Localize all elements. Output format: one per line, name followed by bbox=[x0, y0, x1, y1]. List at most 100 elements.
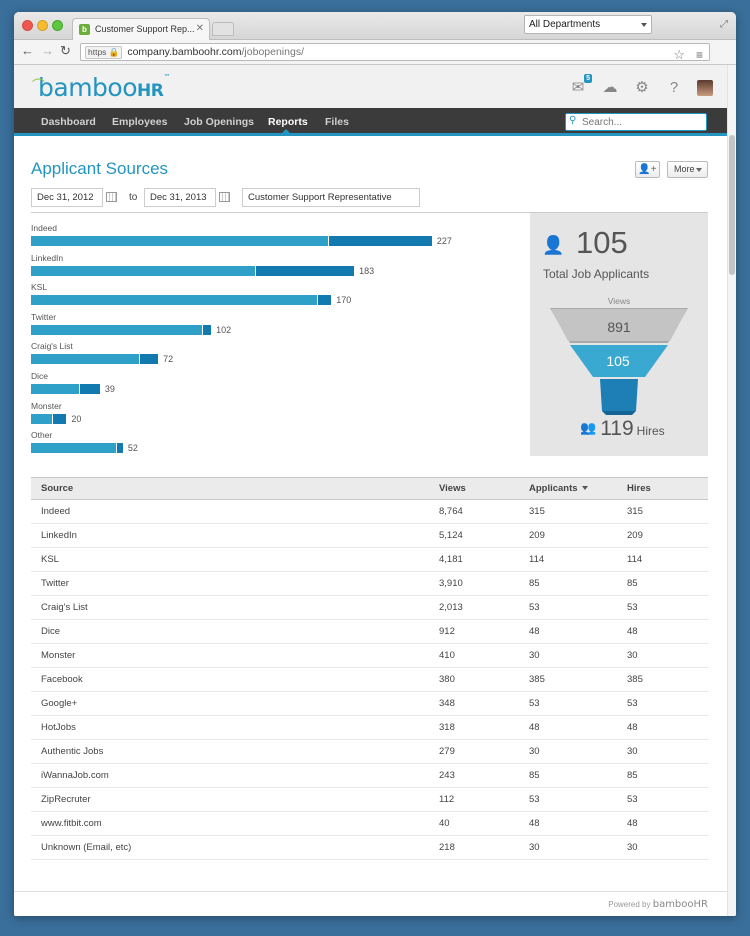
cell-views: 318 bbox=[439, 715, 529, 740]
cell-source: Authentic Jobs bbox=[31, 739, 439, 764]
chart-bar[interactable] bbox=[31, 295, 332, 306]
fullscreen-icon[interactable]: ⤢ bbox=[720, 19, 728, 30]
funnel-views-count: 891 bbox=[607, 319, 631, 335]
cell-source: HotJobs bbox=[31, 715, 439, 740]
help-icon[interactable]: ? bbox=[669, 79, 679, 96]
chart-bar-segment bbox=[52, 413, 67, 424]
new-tab-button[interactable] bbox=[212, 22, 234, 36]
table-row[interactable]: Monster 410 30 30 bbox=[31, 643, 708, 668]
cell-hires: 385 bbox=[627, 667, 708, 692]
department-select[interactable]: All Departments bbox=[524, 15, 652, 34]
cell-hires: 85 bbox=[627, 763, 708, 788]
cell-hires: 315 bbox=[627, 499, 708, 524]
nav-dashboard[interactable]: Dashboard bbox=[41, 116, 96, 128]
logo-swoosh-icon: ⌒ bbox=[32, 79, 45, 94]
cell-source: Facebook bbox=[31, 667, 439, 692]
table-row[interactable]: iWannaJob.com 243 85 85 bbox=[31, 763, 708, 788]
scrollbar-thumb[interactable] bbox=[729, 135, 735, 275]
nav-employees[interactable]: Employees bbox=[112, 116, 168, 128]
cell-views: 2,013 bbox=[439, 595, 529, 620]
cloud-icon[interactable]: ☁ bbox=[602, 79, 618, 96]
cell-hires: 209 bbox=[627, 523, 708, 548]
mail-count-badge: 5 bbox=[584, 74, 592, 83]
date-from-field[interactable]: Dec 31, 2012 bbox=[31, 188, 103, 207]
cell-applicants: 315 bbox=[529, 499, 627, 524]
column-header-applicants[interactable]: Applicants bbox=[529, 477, 627, 500]
table-row[interactable]: Facebook 380 385 385 bbox=[31, 667, 708, 692]
zoom-window-button[interactable] bbox=[52, 20, 63, 31]
chart-bar[interactable] bbox=[31, 324, 212, 335]
chart-category-label: Indeed bbox=[31, 223, 57, 233]
chart-category-label: LinkedIn bbox=[31, 252, 64, 263]
page-title: Applicant Sources bbox=[31, 159, 169, 178]
divider bbox=[31, 212, 708, 213]
minimize-window-button[interactable] bbox=[37, 20, 48, 31]
more-button[interactable]: More bbox=[667, 161, 708, 178]
table-row[interactable]: Twitter 3,910 85 85 bbox=[31, 571, 708, 596]
column-header-source[interactable]: Source bbox=[31, 477, 439, 500]
back-arrow-icon[interactable]: ← bbox=[21, 43, 34, 58]
add-applicant-button[interactable]: 👤+ bbox=[635, 161, 660, 178]
chart-bar[interactable] bbox=[31, 265, 355, 276]
cell-source: LinkedIn bbox=[31, 523, 439, 548]
forward-arrow-icon[interactable]: → bbox=[41, 43, 54, 58]
footer: Powered by bambooHR bbox=[608, 899, 708, 910]
table-row[interactable]: KSL 4,181 114 114 bbox=[31, 547, 708, 572]
chart-bar-segment bbox=[327, 236, 432, 246]
table-row[interactable]: Authentic Jobs 279 30 30 bbox=[31, 739, 708, 764]
https-badge: https 🔒 bbox=[85, 46, 123, 59]
chart-bar[interactable] bbox=[31, 443, 123, 454]
nav-files[interactable]: Files bbox=[325, 116, 349, 128]
total-applicants-count: 105 bbox=[576, 225, 628, 260]
avatar[interactable] bbox=[697, 80, 713, 96]
chart-bar[interactable] bbox=[31, 236, 432, 246]
chart-bar[interactable] bbox=[31, 413, 67, 424]
table-row[interactable]: Indeed 8,764 315 315 bbox=[31, 499, 708, 524]
table-row[interactable]: Unknown (Email, etc) 218 30 30 bbox=[31, 835, 708, 860]
page-scrollbar[interactable] bbox=[727, 65, 736, 916]
cell-source: Indeed bbox=[31, 499, 439, 524]
table-row[interactable]: www.fitbit.com 40 48 48 bbox=[31, 811, 708, 836]
browser-tab[interactable]: b Customer Support Rep... ✕ bbox=[72, 18, 210, 40]
total-applicants-label: Total Job Applicants bbox=[543, 267, 650, 281]
chart-category-label: Craig's List bbox=[31, 341, 73, 352]
gear-icon[interactable]: ⚙ bbox=[635, 79, 649, 96]
column-header-views[interactable]: Views bbox=[439, 477, 529, 500]
cell-views: 40 bbox=[439, 811, 529, 836]
tab-close-icon[interactable]: ✕ bbox=[195, 23, 204, 34]
column-header-hires[interactable]: Hires bbox=[627, 477, 708, 500]
close-window-button[interactable] bbox=[22, 20, 33, 31]
date-to-field[interactable]: Dec 31, 2013 bbox=[144, 188, 216, 207]
table-row[interactable]: LinkedIn 5,124 209 209 bbox=[31, 523, 708, 548]
department-select-value: All Departments bbox=[529, 19, 601, 30]
nav-reports[interactable]: Reports bbox=[268, 116, 308, 128]
views-label: Views bbox=[607, 296, 631, 306]
sources-table: Source Views Applicants Hires Indeed 8,76… bbox=[31, 477, 708, 860]
table-row[interactable]: HotJobs 318 48 48 bbox=[31, 715, 708, 740]
reload-icon[interactable]: ↻ bbox=[60, 43, 71, 58]
funnel-hires-segment bbox=[600, 379, 638, 411]
address-bar[interactable]: https 🔒 company.bamboohr.com/jobopenings… bbox=[80, 43, 710, 62]
table-row[interactable]: ZipRecruter 112 53 53 bbox=[31, 787, 708, 812]
bookmark-star-icon[interactable]: ☆ bbox=[673, 47, 685, 62]
calendar-icon[interactable] bbox=[219, 192, 230, 202]
cell-views: 4,181 bbox=[439, 547, 529, 572]
table-row[interactable]: Craig's List 2,013 53 53 bbox=[31, 595, 708, 620]
mail-icon[interactable]: ✉ 5 bbox=[571, 74, 592, 96]
table-row[interactable]: Google+ 348 53 53 bbox=[31, 691, 708, 716]
chart-bar[interactable] bbox=[31, 384, 100, 394]
nav-job-openings[interactable]: Job Openings bbox=[184, 116, 255, 128]
chart-data-label: 183 bbox=[359, 265, 375, 276]
bamboohr-logo[interactable]: ⌒ bambooHR™ bbox=[32, 73, 170, 102]
url-path: /jobopenings/ bbox=[241, 46, 304, 58]
calendar-icon[interactable] bbox=[106, 192, 117, 202]
cell-applicants: 114 bbox=[529, 547, 627, 572]
search-input[interactable] bbox=[565, 113, 707, 131]
browser-menu-icon[interactable]: ≡ bbox=[695, 48, 703, 62]
table-row[interactable]: Dice 912 48 48 bbox=[31, 619, 708, 644]
job-filter-field[interactable]: Customer Support Representative bbox=[242, 188, 420, 207]
chart-bar[interactable] bbox=[31, 354, 159, 365]
chart-category-label: Twitter bbox=[31, 311, 57, 322]
cell-applicants: 48 bbox=[529, 715, 627, 740]
add-person-icon: 👤+ bbox=[638, 164, 657, 175]
